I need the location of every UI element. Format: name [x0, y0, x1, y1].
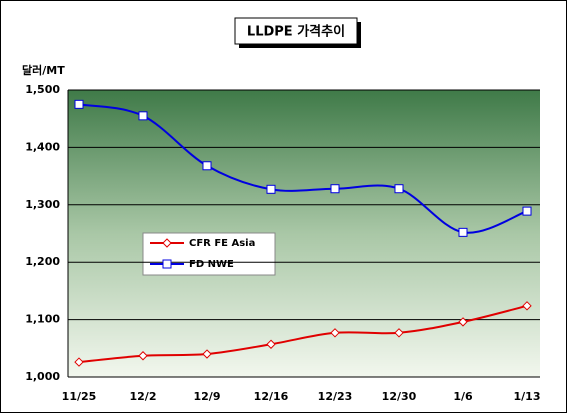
marker — [162, 259, 172, 269]
x-tick-label: 12/2 — [130, 390, 157, 403]
y-tick-label: 1,200 — [25, 255, 60, 268]
x-tick-label: 12/16 — [254, 390, 289, 403]
x-tick-label: 12/30 — [382, 390, 417, 403]
y-tick-label: 1,500 — [25, 83, 60, 96]
series-line — [78, 304, 528, 364]
x-tick-label: 12/23 — [318, 390, 353, 403]
marker — [74, 357, 84, 367]
y-tick-label: 1,100 — [25, 313, 60, 326]
x-tick-label: 11/25 — [62, 390, 97, 403]
marker — [458, 317, 468, 327]
marker — [266, 184, 276, 194]
x-tick-label: 12/9 — [194, 390, 221, 403]
series-line — [78, 103, 528, 234]
marker — [138, 351, 148, 361]
marker — [522, 206, 532, 216]
marker — [74, 99, 84, 109]
marker — [138, 111, 148, 121]
marker — [266, 339, 276, 349]
chart-title: LLDPE 가격추이 — [247, 24, 345, 40]
y-tick-label: 1,400 — [25, 140, 60, 153]
marker — [522, 301, 532, 311]
marker — [330, 184, 340, 194]
legend-label: CFR FE Asia — [189, 238, 255, 249]
marker — [458, 227, 468, 237]
x-tick-label: 1/6 — [453, 390, 473, 403]
y-tick-label: 1,000 — [25, 370, 60, 383]
y-axis-label: 달러/MT — [22, 63, 65, 77]
marker — [330, 328, 340, 338]
marker — [202, 161, 212, 171]
x-tick-label: 1/13 — [514, 390, 541, 403]
y-tick-label: 1,300 — [25, 198, 60, 211]
marker — [202, 349, 212, 359]
marker — [394, 184, 404, 194]
legend-label: FD NWE — [189, 259, 234, 270]
title-box — [234, 17, 358, 45]
marker — [394, 328, 404, 338]
marker — [162, 238, 172, 248]
